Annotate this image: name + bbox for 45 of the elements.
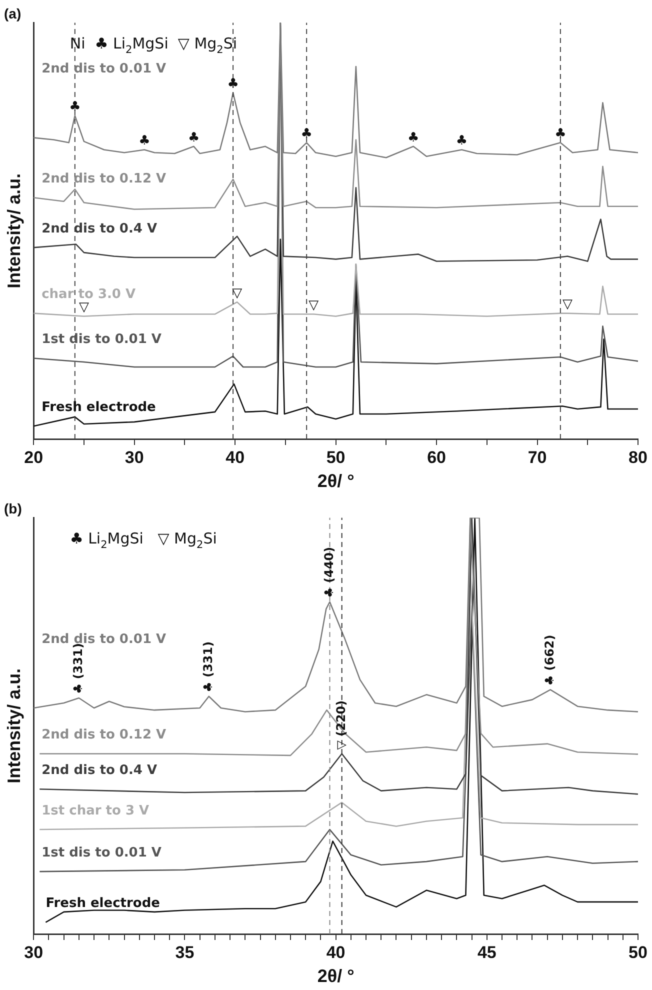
annotation: ♣: [138, 134, 150, 149]
annotation: ♣: [554, 126, 566, 142]
series-label: 2nd dis to 0.12 V: [42, 171, 166, 186]
annotation: ♣: [456, 134, 468, 149]
x-axis-title: 2θ/ °: [317, 471, 354, 492]
x-tick-label: 50: [326, 448, 346, 467]
x-tick-label: 20: [24, 448, 44, 467]
x-tick-label: 70: [528, 448, 547, 467]
annotation: ♣: [188, 130, 200, 146]
annotation: ♣ (662): [542, 634, 556, 686]
x-tick-label: 50: [628, 942, 648, 962]
annotation: ▽: [232, 286, 242, 301]
x-axis-title: 2θ/ °: [317, 966, 354, 986]
series-label: char to 3.0 V: [42, 287, 136, 302]
annotation: ▽: [562, 297, 572, 312]
annotation: ♣ (440): [322, 546, 336, 598]
series-label: 2nd dis to 0.4 V: [42, 221, 158, 236]
annotation: ♣: [408, 130, 420, 146]
chart-title: (a): [4, 5, 22, 22]
series-label: 2nd dis to 0.4 V: [42, 763, 158, 778]
y-axis-title: Intensity/ a.u.: [4, 668, 24, 784]
series-label: 1st dis to 0.01 V: [42, 332, 162, 348]
x-tick-label: 35: [175, 942, 194, 962]
series-label: Fresh electrode: [42, 400, 156, 415]
series-label: Fresh electrode: [46, 896, 160, 912]
x-tick-label: 40: [226, 448, 245, 467]
annotation: ♣: [69, 99, 81, 114]
annotation: ▽ (220): [334, 700, 348, 750]
x-tick-label: 30: [124, 448, 144, 467]
annotation: ♣: [300, 126, 312, 142]
text: 2nd dis to 0.01 V: [42, 62, 166, 77]
annotation: ▽: [78, 300, 89, 316]
x-tick-label: 40: [326, 942, 346, 962]
series-label: 1st dis to 0.01 V: [42, 845, 162, 860]
annotation: ♣ (331): [201, 641, 215, 692]
y-axis-title: Intensity/ a.u.: [4, 173, 24, 288]
x-tick-label: 30: [24, 942, 44, 962]
series-label: 1st char to 3 V: [42, 803, 150, 818]
annotation: ♣: [227, 76, 239, 92]
x-tick-label: 60: [427, 448, 446, 467]
chart-title: (b): [4, 500, 22, 516]
annotation: ▽: [308, 298, 319, 314]
x-tick-label: 80: [628, 448, 648, 467]
x-tick-label: 45: [477, 942, 496, 962]
series-label: 2nd dis to 0.12 V: [42, 728, 166, 743]
